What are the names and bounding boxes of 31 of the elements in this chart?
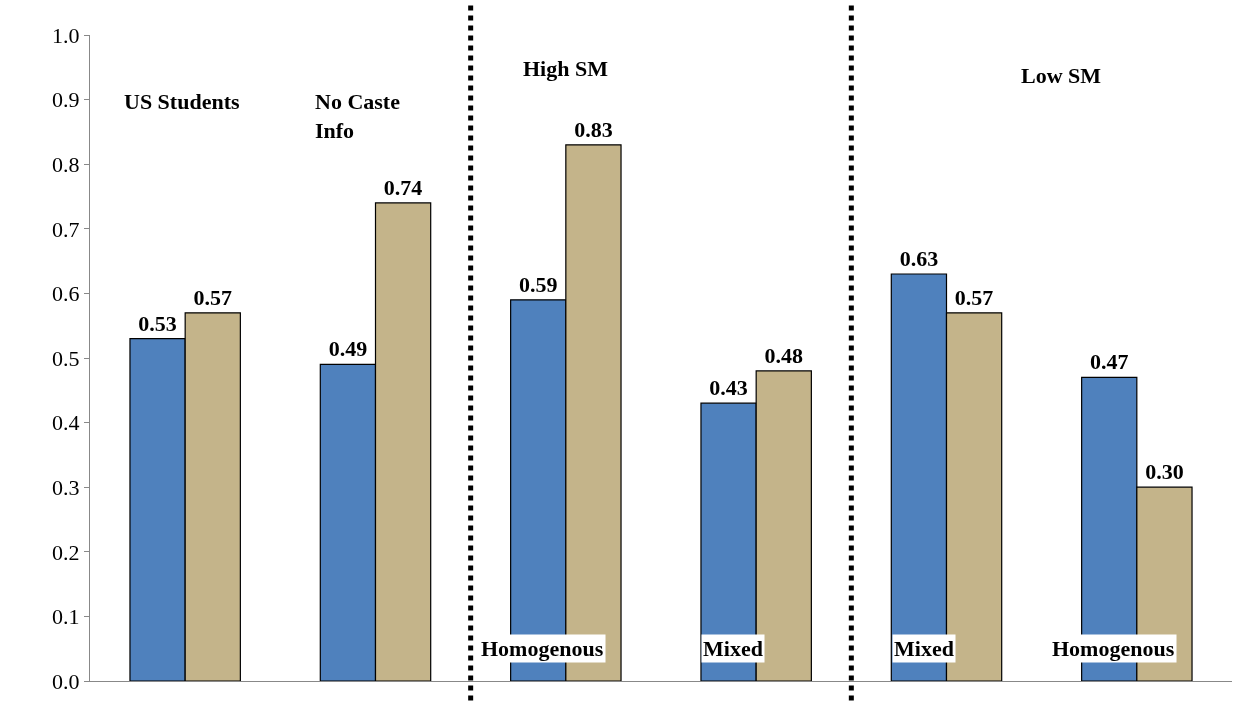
y-tick-label: 0.8: [52, 151, 80, 177]
annotation: Mixed: [894, 636, 954, 661]
data-label: 0.47: [1089, 349, 1129, 375]
annotation: Low SM: [1021, 63, 1102, 88]
y-tick-label: 0.2: [52, 539, 80, 565]
data-label: 0.57: [193, 284, 233, 310]
y-tick-label: 0.0: [52, 668, 80, 694]
data-label: 0.49: [328, 336, 368, 362]
y-tick-label: 0.6: [52, 281, 80, 307]
annotation: Homogenous: [481, 636, 604, 661]
annotation: No Caste Info: [315, 89, 401, 143]
data-label: 0.57: [954, 284, 994, 310]
annotation: High SM: [523, 56, 609, 81]
data-label: 0.74: [383, 174, 423, 200]
data-label: 0.30: [1145, 459, 1184, 485]
annotation: Homogenous: [1052, 636, 1175, 661]
data-label: 0.43: [709, 375, 748, 401]
y-tick-label: 1.0: [52, 22, 80, 48]
y-tick-label: 0.3: [52, 474, 80, 500]
y-tick-label: 0.5: [52, 345, 80, 371]
annotation: Mixed: [703, 636, 763, 661]
y-tick-label: 0.9: [52, 87, 80, 113]
data-label: 0.83: [574, 116, 613, 142]
y-tick-label: 0.7: [52, 216, 80, 242]
data-label: 0.48: [764, 342, 804, 368]
annotation: US Students: [124, 89, 240, 114]
y-tick-label: 0.4: [52, 410, 80, 436]
data-label: 0.59: [518, 271, 558, 297]
data-label: 0.63: [899, 246, 939, 272]
data-label: 0.53: [138, 310, 177, 336]
y-tick-label: 0.1: [52, 604, 80, 630]
